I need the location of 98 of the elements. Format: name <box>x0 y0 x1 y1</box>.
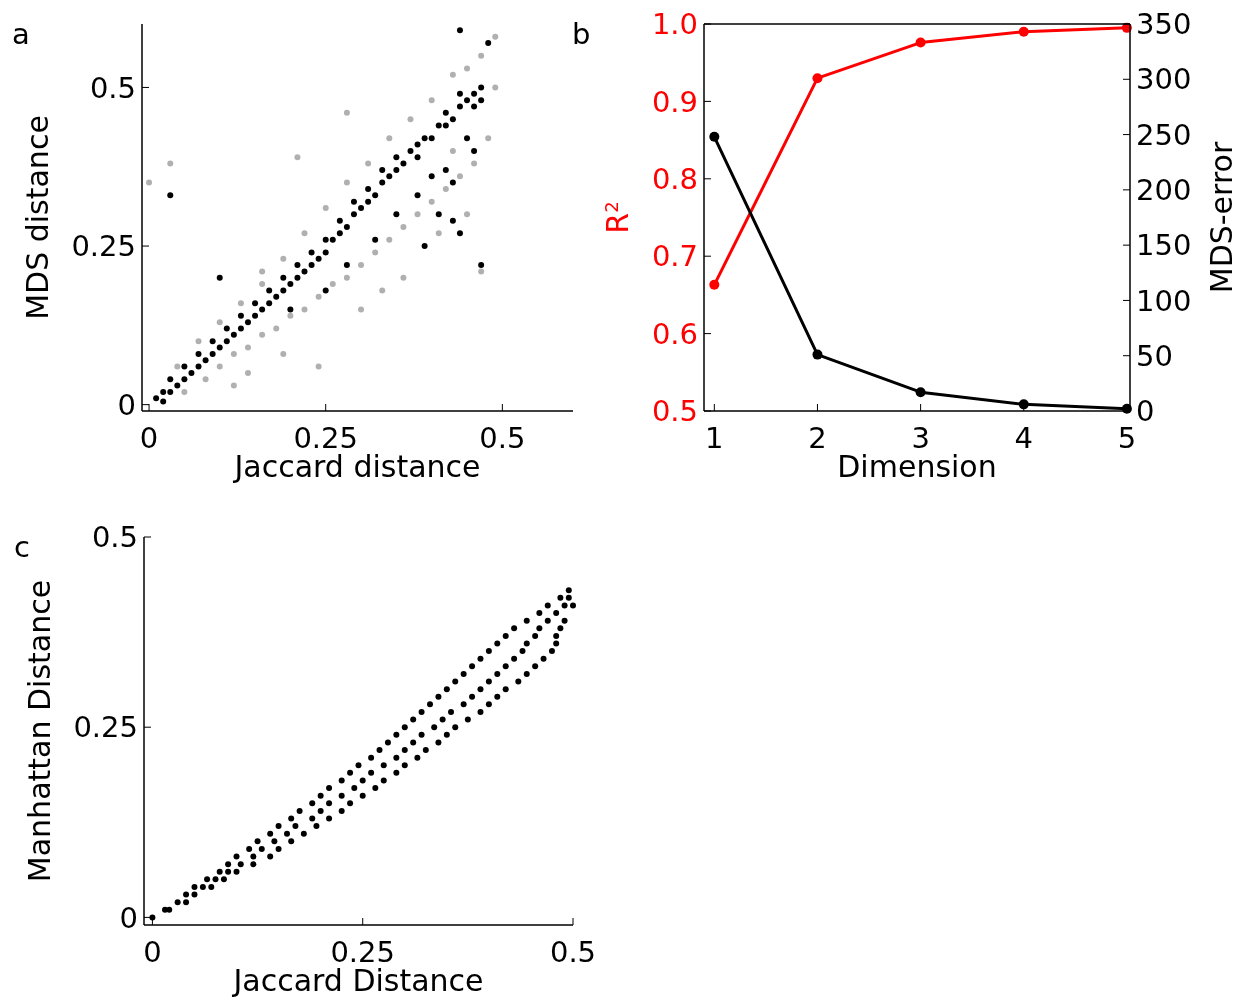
point <box>259 268 266 275</box>
y2-tick-label: 200 <box>1136 173 1192 208</box>
point <box>280 255 287 262</box>
text: c <box>14 530 30 564</box>
point <box>435 230 442 237</box>
point <box>244 369 251 376</box>
y-tick-label: 0.9 <box>651 84 698 119</box>
annotation: b <box>572 17 591 51</box>
point <box>216 319 223 326</box>
point <box>464 211 471 218</box>
point <box>709 131 720 142</box>
point <box>386 135 393 142</box>
point <box>365 160 372 167</box>
point <box>428 97 435 104</box>
point <box>358 306 365 313</box>
point <box>301 306 308 313</box>
x-tick-label: 0 <box>143 935 162 969</box>
y-axis-title: MDS distance <box>20 115 55 320</box>
point <box>1018 399 1029 410</box>
point <box>174 363 181 370</box>
x-tick-label: 0.5 <box>549 935 597 969</box>
point <box>478 268 485 275</box>
x-tick-label: 4 <box>1014 421 1033 455</box>
point <box>343 274 350 281</box>
x-tick-label: 5 <box>1117 421 1137 455</box>
y-tick-label: 0.5 <box>91 520 138 555</box>
point <box>358 262 365 269</box>
y2-tick-label: 350 <box>1136 7 1192 42</box>
y-tick-label: 0.25 <box>71 229 136 264</box>
point <box>259 281 266 288</box>
y2-tick-label: 0 <box>1136 394 1155 429</box>
y-tick-label: 0 <box>119 900 138 935</box>
point <box>442 185 449 192</box>
y2-tick-label: 100 <box>1136 283 1192 318</box>
y-tick-label: 0.7 <box>651 239 698 274</box>
point <box>812 73 823 84</box>
point <box>485 135 492 142</box>
y2-tick-label: 150 <box>1136 228 1192 263</box>
y-tick-label: 0.8 <box>651 161 698 196</box>
y-tick-label: 0.5 <box>89 70 136 105</box>
point <box>1018 26 1029 37</box>
point <box>230 350 237 357</box>
y2-tick-label: 250 <box>1136 117 1192 152</box>
y2-tick-label: 50 <box>1136 338 1173 373</box>
point <box>449 147 456 154</box>
text: a <box>12 17 30 51</box>
point <box>449 71 456 78</box>
point <box>492 84 499 91</box>
y2-tick-label: 300 <box>1136 62 1192 97</box>
point <box>294 154 301 161</box>
point <box>372 249 379 256</box>
point <box>301 230 308 237</box>
point <box>146 179 153 186</box>
point <box>379 287 386 294</box>
point <box>812 349 823 360</box>
point <box>478 52 485 59</box>
y-tick-label: 0.6 <box>651 316 698 351</box>
point <box>315 293 322 300</box>
point <box>259 331 266 338</box>
y-tick-label: 1.0 <box>651 7 698 42</box>
point <box>386 236 393 243</box>
point <box>287 312 294 319</box>
point <box>407 116 414 123</box>
y-axis-title: Manhattan Distance <box>22 579 57 883</box>
point <box>237 300 244 307</box>
point <box>273 325 280 332</box>
point <box>280 350 287 357</box>
x-tick-label: 0 <box>139 421 159 455</box>
point <box>322 204 329 211</box>
x-tick-label: 1 <box>705 421 724 455</box>
point <box>181 388 188 395</box>
y-tick-label: 0.5 <box>651 394 698 429</box>
point <box>202 376 209 383</box>
point <box>195 338 202 345</box>
point <box>343 179 350 186</box>
y-tick-label: 0 <box>117 387 136 422</box>
point <box>400 224 407 231</box>
y-tick-label: 0.25 <box>73 710 138 745</box>
point <box>315 363 322 370</box>
point <box>709 279 720 290</box>
point <box>456 173 463 180</box>
y2-axis-title: MDS-error <box>1204 141 1239 294</box>
point <box>400 274 407 281</box>
point <box>471 160 478 167</box>
point <box>428 198 435 205</box>
point <box>244 344 251 351</box>
point <box>216 363 223 370</box>
point <box>343 109 350 116</box>
point <box>492 33 499 40</box>
point <box>230 382 237 389</box>
point <box>915 387 926 398</box>
point <box>464 65 471 72</box>
x-tick-label: 0.5 <box>479 421 526 455</box>
x-tick-label: 2 <box>808 421 827 455</box>
point <box>329 281 336 288</box>
point <box>167 160 174 167</box>
point <box>915 37 926 48</box>
point <box>414 211 421 218</box>
